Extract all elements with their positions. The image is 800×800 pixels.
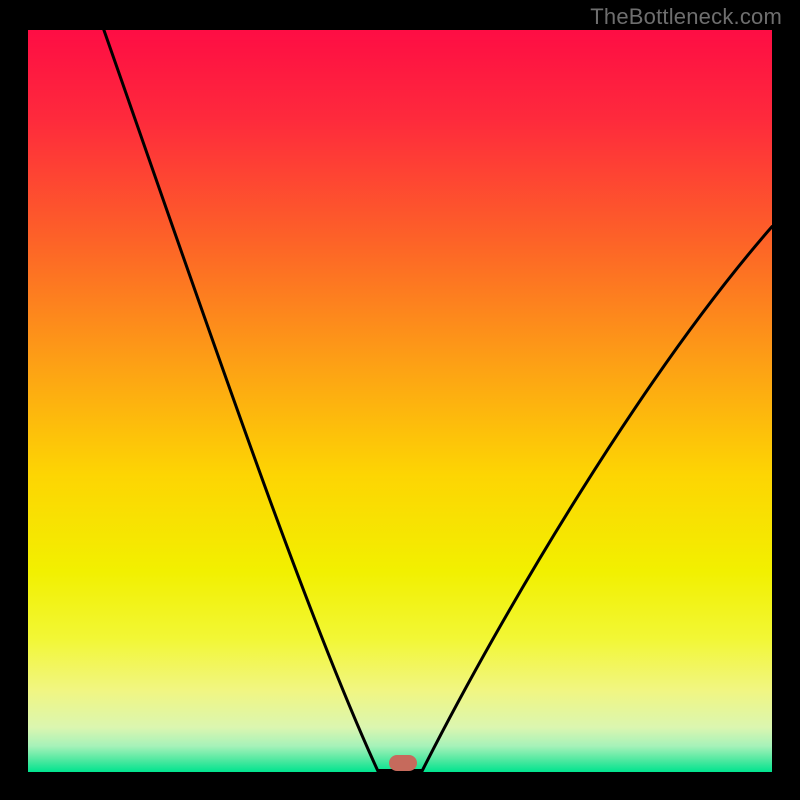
plot-area	[28, 30, 772, 772]
minimum-marker	[389, 755, 417, 771]
plot-svg	[28, 30, 772, 772]
watermark-text: TheBottleneck.com	[590, 4, 782, 30]
gradient-background	[28, 30, 772, 772]
chart-frame: TheBottleneck.com	[0, 0, 800, 800]
